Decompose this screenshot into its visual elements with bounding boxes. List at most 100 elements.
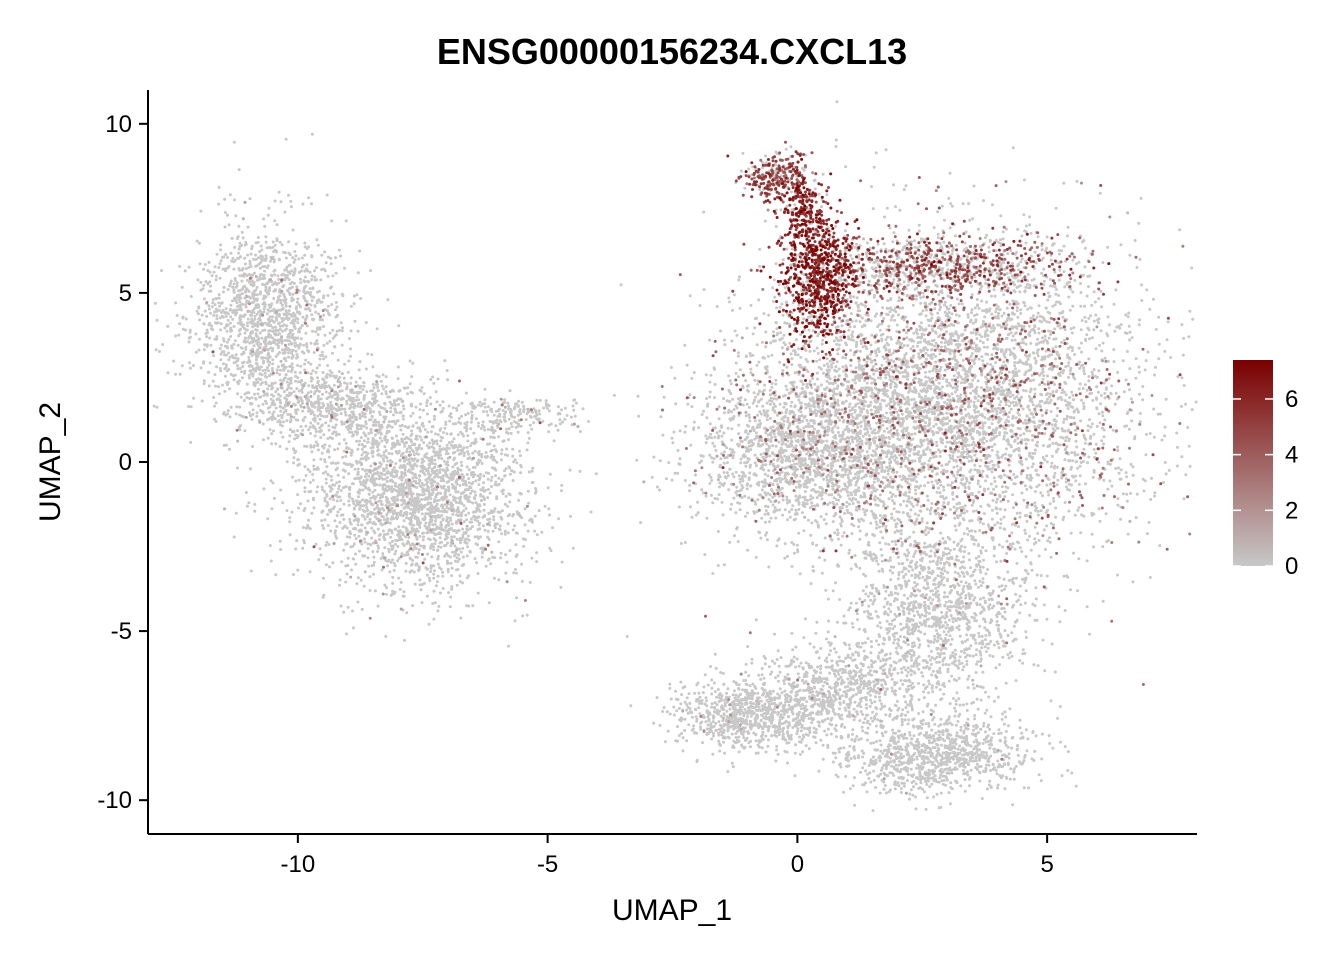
cell-point [183, 269, 187, 273]
cell-point [281, 501, 285, 505]
cell-point [313, 434, 317, 438]
cell-point [334, 271, 338, 275]
cell-point [309, 490, 313, 493]
cell-point [307, 518, 310, 522]
cell-point [388, 521, 392, 525]
cell-point [372, 438, 376, 442]
cell-point [433, 462, 437, 466]
cell-point [325, 397, 329, 401]
cell-point [396, 533, 400, 537]
cell-point [537, 509, 541, 513]
cell-point [330, 219, 334, 223]
cell-point [289, 376, 293, 380]
cell-point [177, 333, 181, 337]
cell-point [448, 441, 451, 445]
cell-point [508, 500, 512, 504]
cell-point [271, 326, 275, 330]
cell-point [232, 140, 236, 144]
cell-point [432, 537, 436, 541]
cell-point [411, 411, 415, 415]
cell-point [467, 477, 471, 481]
cell-point [383, 436, 386, 440]
cell-point [1184, 402, 1188, 406]
cell-point [355, 582, 359, 586]
cell-point [425, 573, 429, 577]
cell-point [492, 515, 495, 519]
cell-point [302, 478, 306, 482]
cell-point [441, 518, 445, 522]
cell-point [482, 503, 486, 506]
cell-point [333, 519, 337, 523]
cell-point [482, 425, 486, 429]
cell-point [362, 384, 366, 388]
cell-point [376, 550, 380, 553]
cell-point [199, 280, 203, 284]
cell-point [275, 282, 279, 286]
cell-point [262, 217, 266, 221]
cell-point [218, 316, 222, 320]
cell-point [391, 515, 395, 519]
cell-point [189, 335, 192, 339]
cell-point [417, 567, 421, 571]
cell-point [422, 581, 426, 585]
cell-point [924, 357, 928, 361]
cell-point [253, 293, 257, 297]
cell-point [504, 410, 508, 414]
cell-point [443, 359, 447, 363]
cell-point [268, 246, 272, 250]
cell-point [278, 327, 282, 331]
cell-point [363, 526, 367, 530]
cell-point [450, 440, 454, 444]
cell-point [380, 384, 384, 388]
cell-point [358, 249, 362, 253]
cell-point [248, 401, 252, 405]
cell-point [349, 347, 352, 351]
cell-point [352, 433, 355, 437]
cell-point [465, 527, 469, 531]
cell-point [258, 309, 262, 313]
cell-point [283, 338, 287, 342]
cell-point [436, 562, 440, 566]
cell-point [425, 531, 429, 535]
cell-point [449, 526, 453, 530]
cell-point [196, 278, 200, 282]
cell-point [280, 243, 284, 247]
cell-point [366, 556, 370, 560]
cell-point [461, 527, 465, 531]
cell-point [537, 409, 541, 413]
cell-point [495, 522, 499, 526]
cell-point [526, 431, 530, 435]
cell-point [439, 485, 443, 488]
cell-point [331, 483, 335, 487]
cell-point [1191, 317, 1195, 321]
cell-point [508, 389, 512, 393]
cell-point [319, 397, 323, 401]
cell-point [410, 543, 414, 547]
cell-point [350, 450, 354, 454]
cell-point [423, 503, 427, 507]
cell-point [326, 294, 330, 297]
cell-point [515, 421, 519, 425]
cell-point [402, 544, 406, 548]
cell-point [271, 369, 274, 373]
cell-point [407, 536, 411, 539]
cell-point [288, 520, 292, 524]
cell-point [545, 402, 549, 406]
cell-point [323, 443, 327, 447]
cell-point [226, 318, 230, 322]
cell-point [401, 414, 405, 418]
cell-point [406, 392, 410, 396]
cell-point [282, 317, 286, 321]
cell-point [535, 560, 539, 564]
cell-point [242, 360, 246, 364]
cell-point [265, 312, 269, 316]
cell-point [326, 524, 330, 527]
cell-point [249, 252, 253, 256]
cell-point [473, 557, 477, 561]
cell-point [429, 546, 432, 550]
cell-point [432, 414, 436, 418]
cell-point [247, 376, 251, 380]
cell-point [248, 280, 252, 284]
cell-point [386, 298, 390, 302]
cell-point [374, 423, 378, 427]
